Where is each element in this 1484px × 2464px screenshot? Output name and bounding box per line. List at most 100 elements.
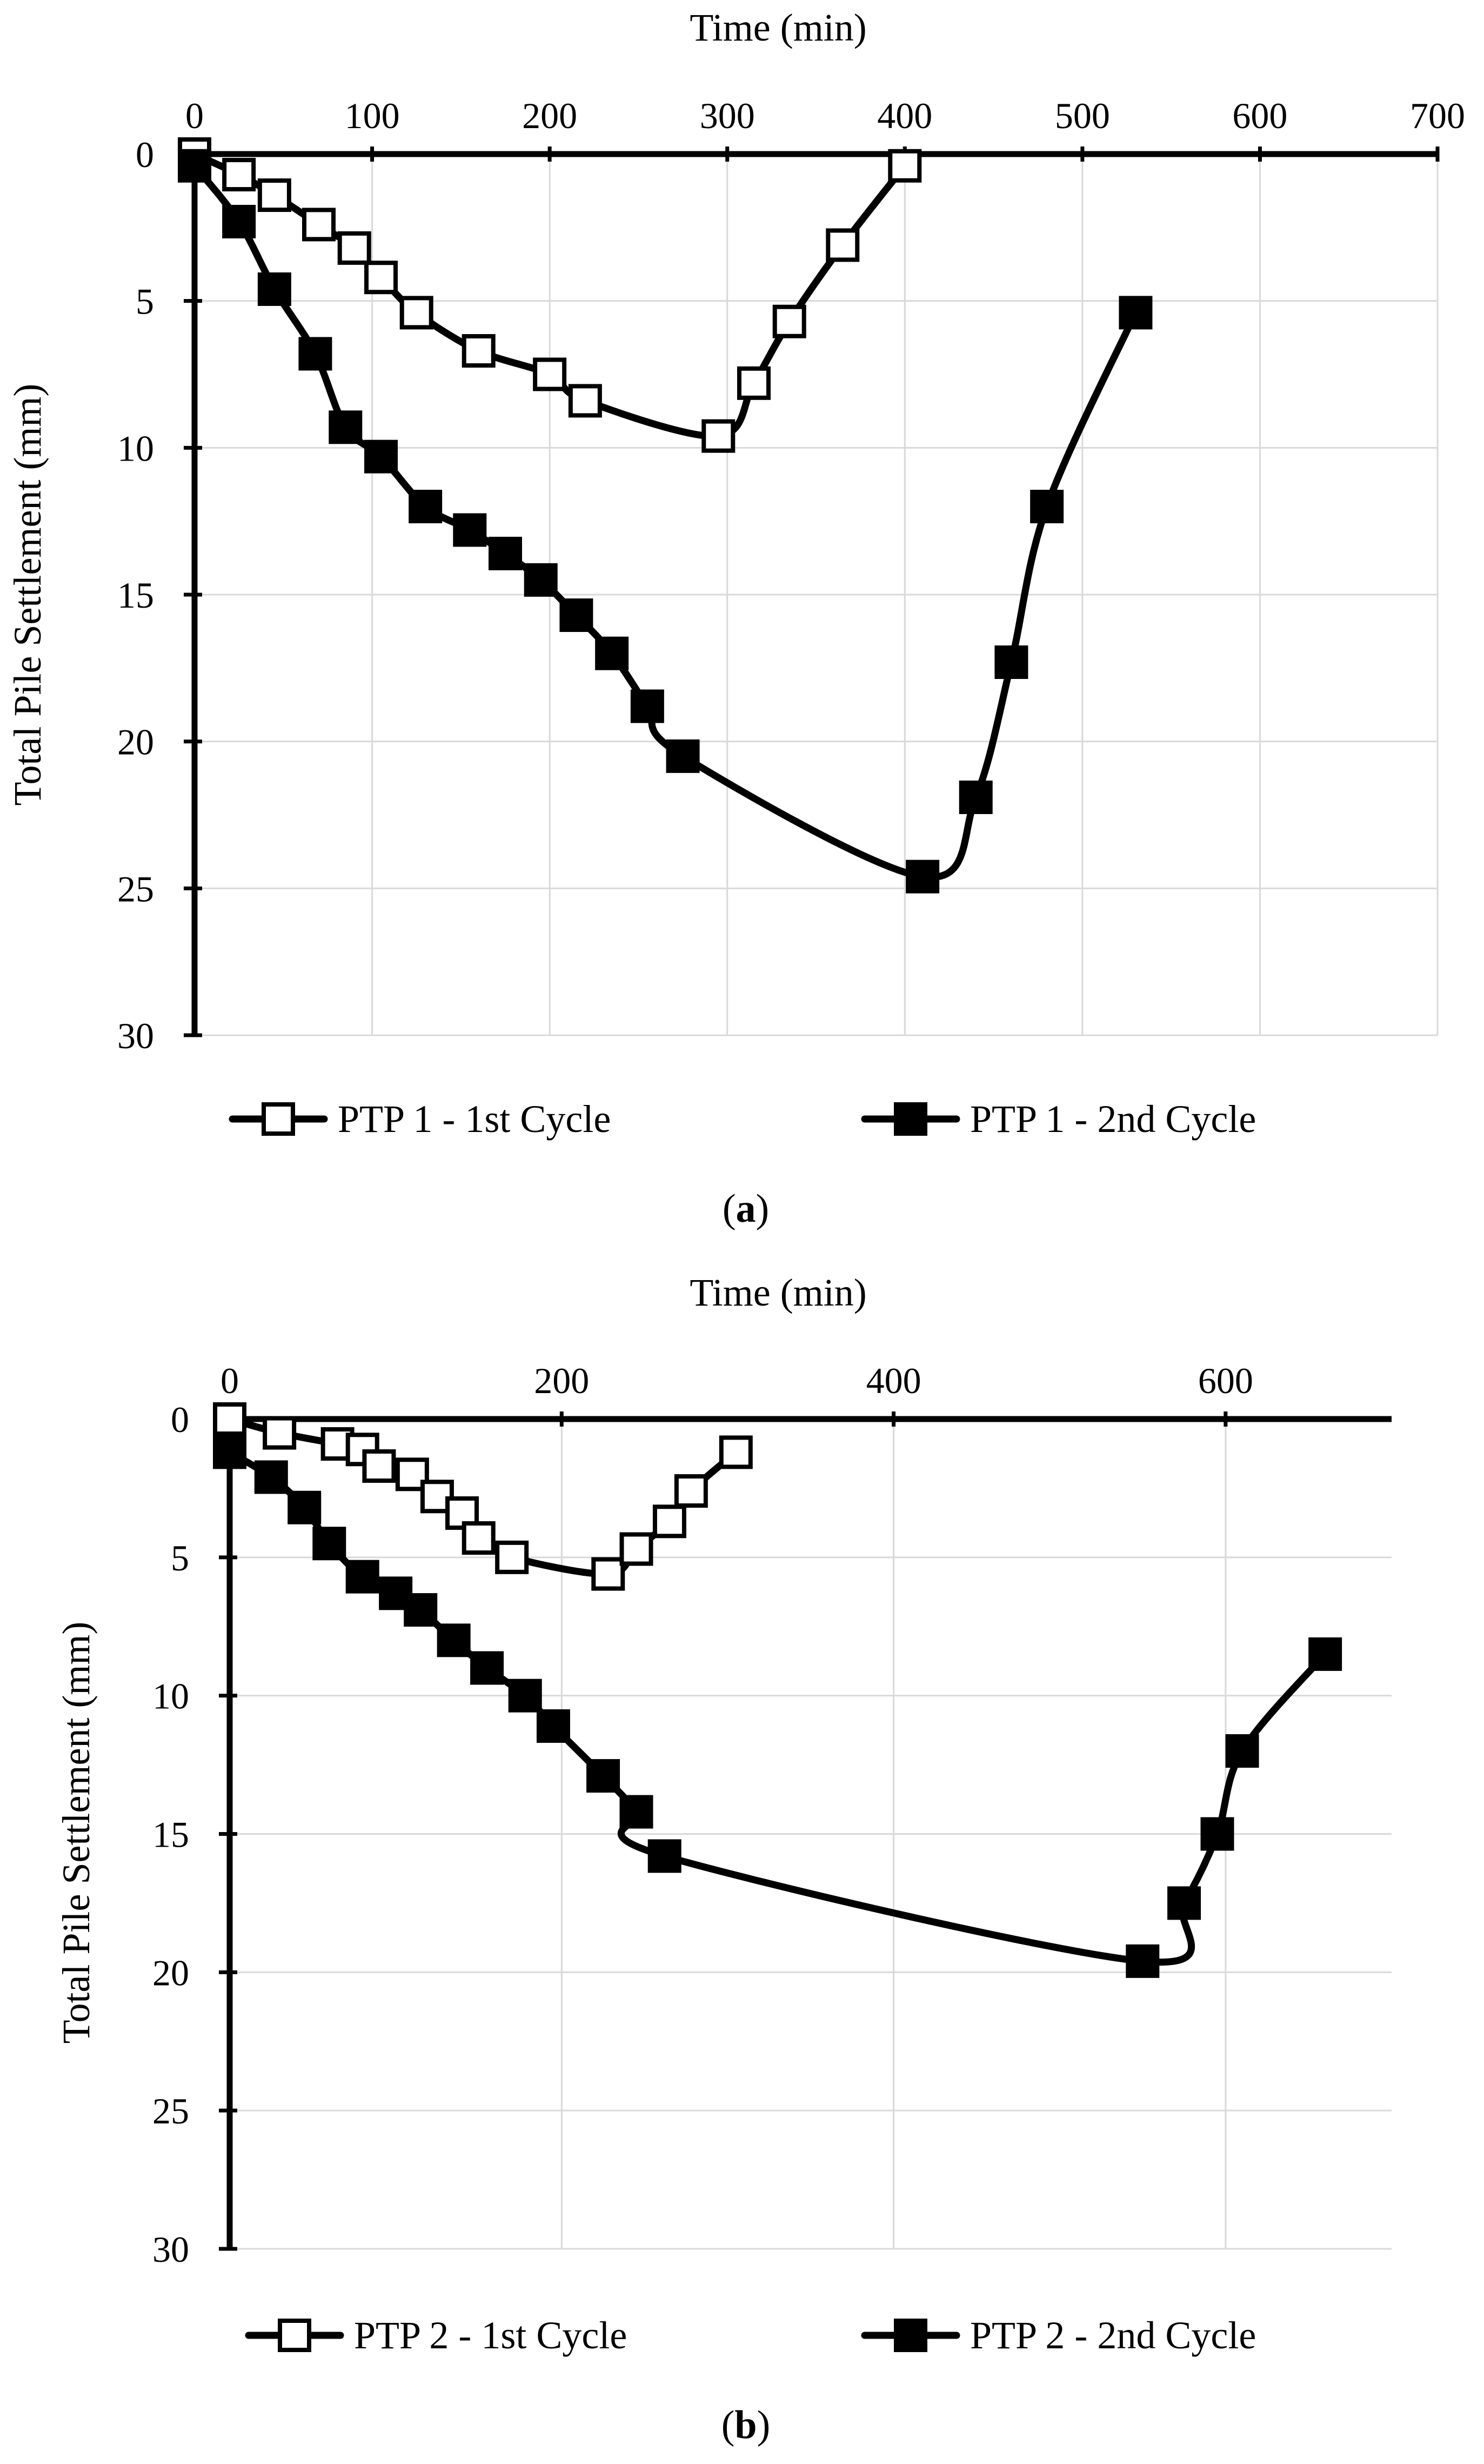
chart-panel-b: 0 200 400 600 0 5 10 15 20 25 30 Time (min) Total Pi… [55, 1271, 1392, 2447]
series-1 [178, 137, 922, 453]
x-tick-label: 0 [185, 95, 204, 136]
data-point-marker [719, 1435, 753, 1469]
data-point-marker [362, 1449, 396, 1483]
data-point-marker [462, 1521, 496, 1555]
panel-label: (b) [721, 2403, 770, 2447]
data-point-marker [1200, 1817, 1234, 1851]
series-1 [213, 1402, 753, 1591]
legend-item-2: PTP 1 - 2nd Cycle [861, 1097, 1256, 1141]
data-point-marker [666, 739, 700, 773]
x-tick-label: 600 [1232, 95, 1287, 136]
data-point-marker [395, 1457, 429, 1491]
data-point-marker [298, 337, 332, 371]
data-point-marker [536, 1709, 570, 1743]
data-point-marker [619, 1532, 653, 1566]
chart-panel-a: 0 100 200 300 400 500 600 700 0 5 10 15 20 25 30 Time (… [6, 6, 1465, 1231]
legend-marker [278, 2319, 311, 2352]
legend-marker [894, 1102, 927, 1136]
data-point-marker [1030, 490, 1064, 523]
data-point-marker [1225, 1734, 1259, 1768]
data-point-marker [1167, 1886, 1201, 1920]
data-point-marker [508, 1679, 542, 1713]
data-point-marker [595, 636, 629, 670]
x-tick-label: 600 [1198, 1360, 1253, 1401]
data-point-marker [462, 334, 496, 368]
data-point-marker [674, 1474, 708, 1508]
data-point-marker [399, 296, 433, 330]
data-point-marker [312, 1527, 346, 1561]
data-point-marker [364, 439, 398, 474]
data-point-marker [888, 149, 922, 183]
x-axis-title: Time (min) [690, 1271, 866, 1314]
data-point-marker [630, 689, 664, 723]
x-tick-label: 500 [1055, 95, 1110, 136]
data-point-marker [568, 384, 602, 418]
data-point-marker [257, 272, 291, 306]
x-tick-label: 400 [866, 1360, 921, 1401]
y-tick-label: 0 [136, 134, 154, 175]
legend-label: PTP 2 - 1st Cycle [354, 2314, 627, 2357]
data-point-marker [364, 261, 398, 295]
series-2 [213, 1435, 1342, 1978]
data-point-marker [495, 1540, 529, 1574]
data-point-marker [178, 149, 211, 183]
data-point-marker [619, 1795, 653, 1829]
series-line [226, 1448, 1329, 1966]
data-point-marker [302, 208, 336, 242]
data-point-marker [586, 1759, 620, 1793]
data-point-marker [559, 598, 593, 632]
y-axis-title: Total Pile Settlement (mm) [6, 384, 49, 806]
data-point-marker [906, 860, 940, 894]
y-tick-label: 5 [136, 281, 154, 322]
data-point-marker [453, 513, 487, 547]
data-point-marker [994, 645, 1028, 679]
x-axis-title: Time (min) [690, 6, 866, 49]
data-point-marker [470, 1651, 504, 1685]
x-tick-label: 700 [1410, 95, 1465, 136]
data-point-marker [288, 1490, 322, 1524]
y-tick-label: 15 [117, 575, 154, 616]
data-point-marker [213, 1402, 246, 1436]
data-point-marker [263, 1416, 297, 1450]
data-point-marker [591, 1557, 625, 1591]
data-point-marker [257, 178, 291, 212]
x-tick-label: 300 [700, 95, 755, 136]
data-point-marker [652, 1504, 686, 1539]
x-tick-label: 100 [345, 95, 400, 136]
series-2 [178, 149, 1153, 894]
legend-label: PTP 1 - 1st Cycle [338, 1097, 611, 1141]
data-point-marker [345, 1560, 379, 1594]
legend-item-2: PTP 2 - 2nd Cycle [861, 2314, 1256, 2357]
data-point-marker [701, 419, 736, 453]
data-point-marker [772, 304, 806, 338]
data-point-marker [1126, 1944, 1160, 1978]
x-tick-label: 400 [877, 95, 932, 136]
data-point-marker [329, 410, 363, 444]
data-point-marker [524, 563, 558, 597]
y-tick-label: 10 [152, 1676, 189, 1717]
data-point-marker [222, 204, 256, 238]
y-tick-label: 0 [171, 1399, 189, 1440]
data-point-marker [254, 1460, 288, 1494]
data-point-marker [222, 158, 256, 192]
data-point-marker [404, 1593, 438, 1627]
y-tick-label: 30 [117, 1015, 154, 1056]
x-tick-label: 0 [220, 1360, 239, 1401]
data-point-marker [409, 490, 443, 523]
legend-item-1: PTP 2 - 1st Cycle [245, 2314, 627, 2357]
y-tick-label: 20 [152, 1952, 189, 1993]
y-tick-label: 30 [152, 2229, 189, 2270]
x-tick-label: 200 [522, 95, 577, 136]
data-point-marker [213, 1435, 246, 1469]
y-tick-label: 25 [152, 2090, 189, 2132]
data-point-marker [959, 780, 993, 814]
legend-marker [894, 2319, 927, 2352]
y-tick-label: 5 [171, 1537, 189, 1579]
data-point-marker [489, 536, 522, 570]
panel-label: (a) [723, 1187, 769, 1231]
y-tick-label: 20 [117, 722, 154, 763]
data-point-marker [647, 1839, 681, 1873]
data-point-marker [337, 231, 371, 265]
data-point-marker [1308, 1637, 1342, 1671]
